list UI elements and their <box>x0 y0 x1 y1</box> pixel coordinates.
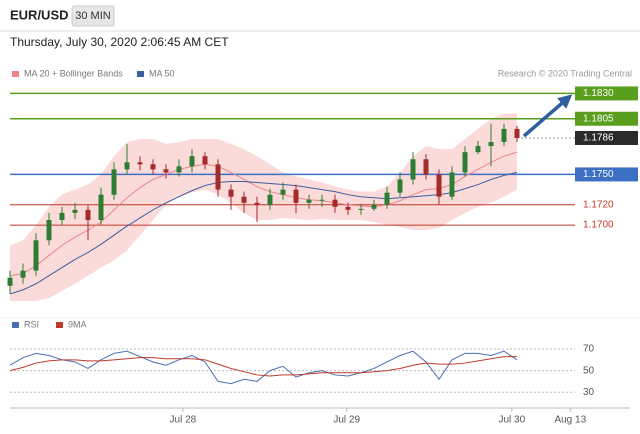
level-box <box>575 130 638 145</box>
x-tick-label: Jul 28 <box>170 415 197 426</box>
candle-body <box>254 202 260 205</box>
candle-body <box>475 146 481 153</box>
candle-body <box>59 212 65 220</box>
candle-body <box>488 142 494 147</box>
legend-swatch <box>137 71 144 77</box>
level-box <box>575 86 638 101</box>
candle-body <box>137 162 143 165</box>
interval-button[interactable] <box>71 5 115 27</box>
rsi-line <box>9 350 518 385</box>
level-label: 1.1720 <box>583 199 614 210</box>
legend-swatch <box>12 71 19 77</box>
candle-body <box>280 189 286 195</box>
legend-label: MA 50 <box>149 68 175 78</box>
moving-average <box>9 151 518 277</box>
candle-body <box>319 199 325 201</box>
legend-label: 9MA <box>68 319 87 329</box>
candle-body <box>410 159 416 180</box>
candle-body <box>150 164 156 170</box>
candle-body <box>228 189 234 197</box>
candle-body <box>449 172 455 197</box>
rsi-tick-label: 70 <box>583 344 595 355</box>
rsi-tick-label: 50 <box>583 365 595 376</box>
candle-body <box>501 128 507 143</box>
level-box <box>575 167 638 182</box>
candle-body <box>176 166 182 173</box>
interval-label[interactable]: 30 MIN <box>75 10 111 22</box>
forecast-arrow <box>522 94 573 138</box>
level-label: 1.1786 <box>583 133 614 144</box>
rsi-tick-label: 30 <box>583 387 595 398</box>
bollinger-band <box>10 113 517 302</box>
candle-body <box>397 179 403 193</box>
candle-body <box>20 270 26 278</box>
level-label: 1.1700 <box>583 220 614 231</box>
candle-body <box>306 199 312 203</box>
candle-body <box>163 169 169 173</box>
candle-body <box>85 209 91 220</box>
candle-body <box>384 192 390 205</box>
candle-body <box>358 208 364 210</box>
level-label: 1.1805 <box>583 113 614 124</box>
candle-body <box>345 206 351 210</box>
candle-body <box>462 152 468 173</box>
credit: Research © 2020 Trading Central <box>498 68 632 78</box>
candle-body <box>423 159 429 175</box>
candle-body <box>124 162 130 170</box>
candle-body <box>371 204 377 209</box>
candle-body <box>202 156 208 165</box>
symbol: EUR/USD <box>10 7 69 22</box>
candle-body <box>241 196 247 203</box>
candle-body <box>267 194 273 205</box>
level-label: 1.1750 <box>583 169 614 180</box>
legend-label: MA 20 + Bollinger Bands <box>24 68 123 78</box>
candle-body <box>436 174 442 197</box>
candle-body <box>189 156 195 167</box>
x-tick-label: Jul 30 <box>498 415 525 426</box>
candle-body <box>215 164 221 190</box>
legend-swatch <box>56 322 63 328</box>
candle-body <box>33 240 39 271</box>
candle-body <box>514 128 520 138</box>
legend-label: RSI <box>24 319 39 329</box>
x-tick-label: Jul 29 <box>333 415 360 426</box>
legend-swatch <box>12 322 19 328</box>
plot: 1.1830 1.1805 1.1786 1.1750 1.1720 1.1700 MA 2… <box>7 68 638 426</box>
candle-body <box>7 277 13 286</box>
candle-body <box>332 199 338 207</box>
candle-body <box>293 189 299 203</box>
rsi-line <box>9 356 517 377</box>
level-box <box>575 111 638 126</box>
timestamp: Thursday, July 30, 2020 2:06:45 AM CET <box>10 35 229 49</box>
candle-body <box>111 169 117 195</box>
candle-body <box>72 209 78 213</box>
candle-body <box>46 220 52 241</box>
x-tick-label: Aug 13 <box>554 415 586 426</box>
moving-average <box>9 171 518 295</box>
level-label: 1.1830 <box>583 88 614 99</box>
candle-body <box>98 194 104 220</box>
